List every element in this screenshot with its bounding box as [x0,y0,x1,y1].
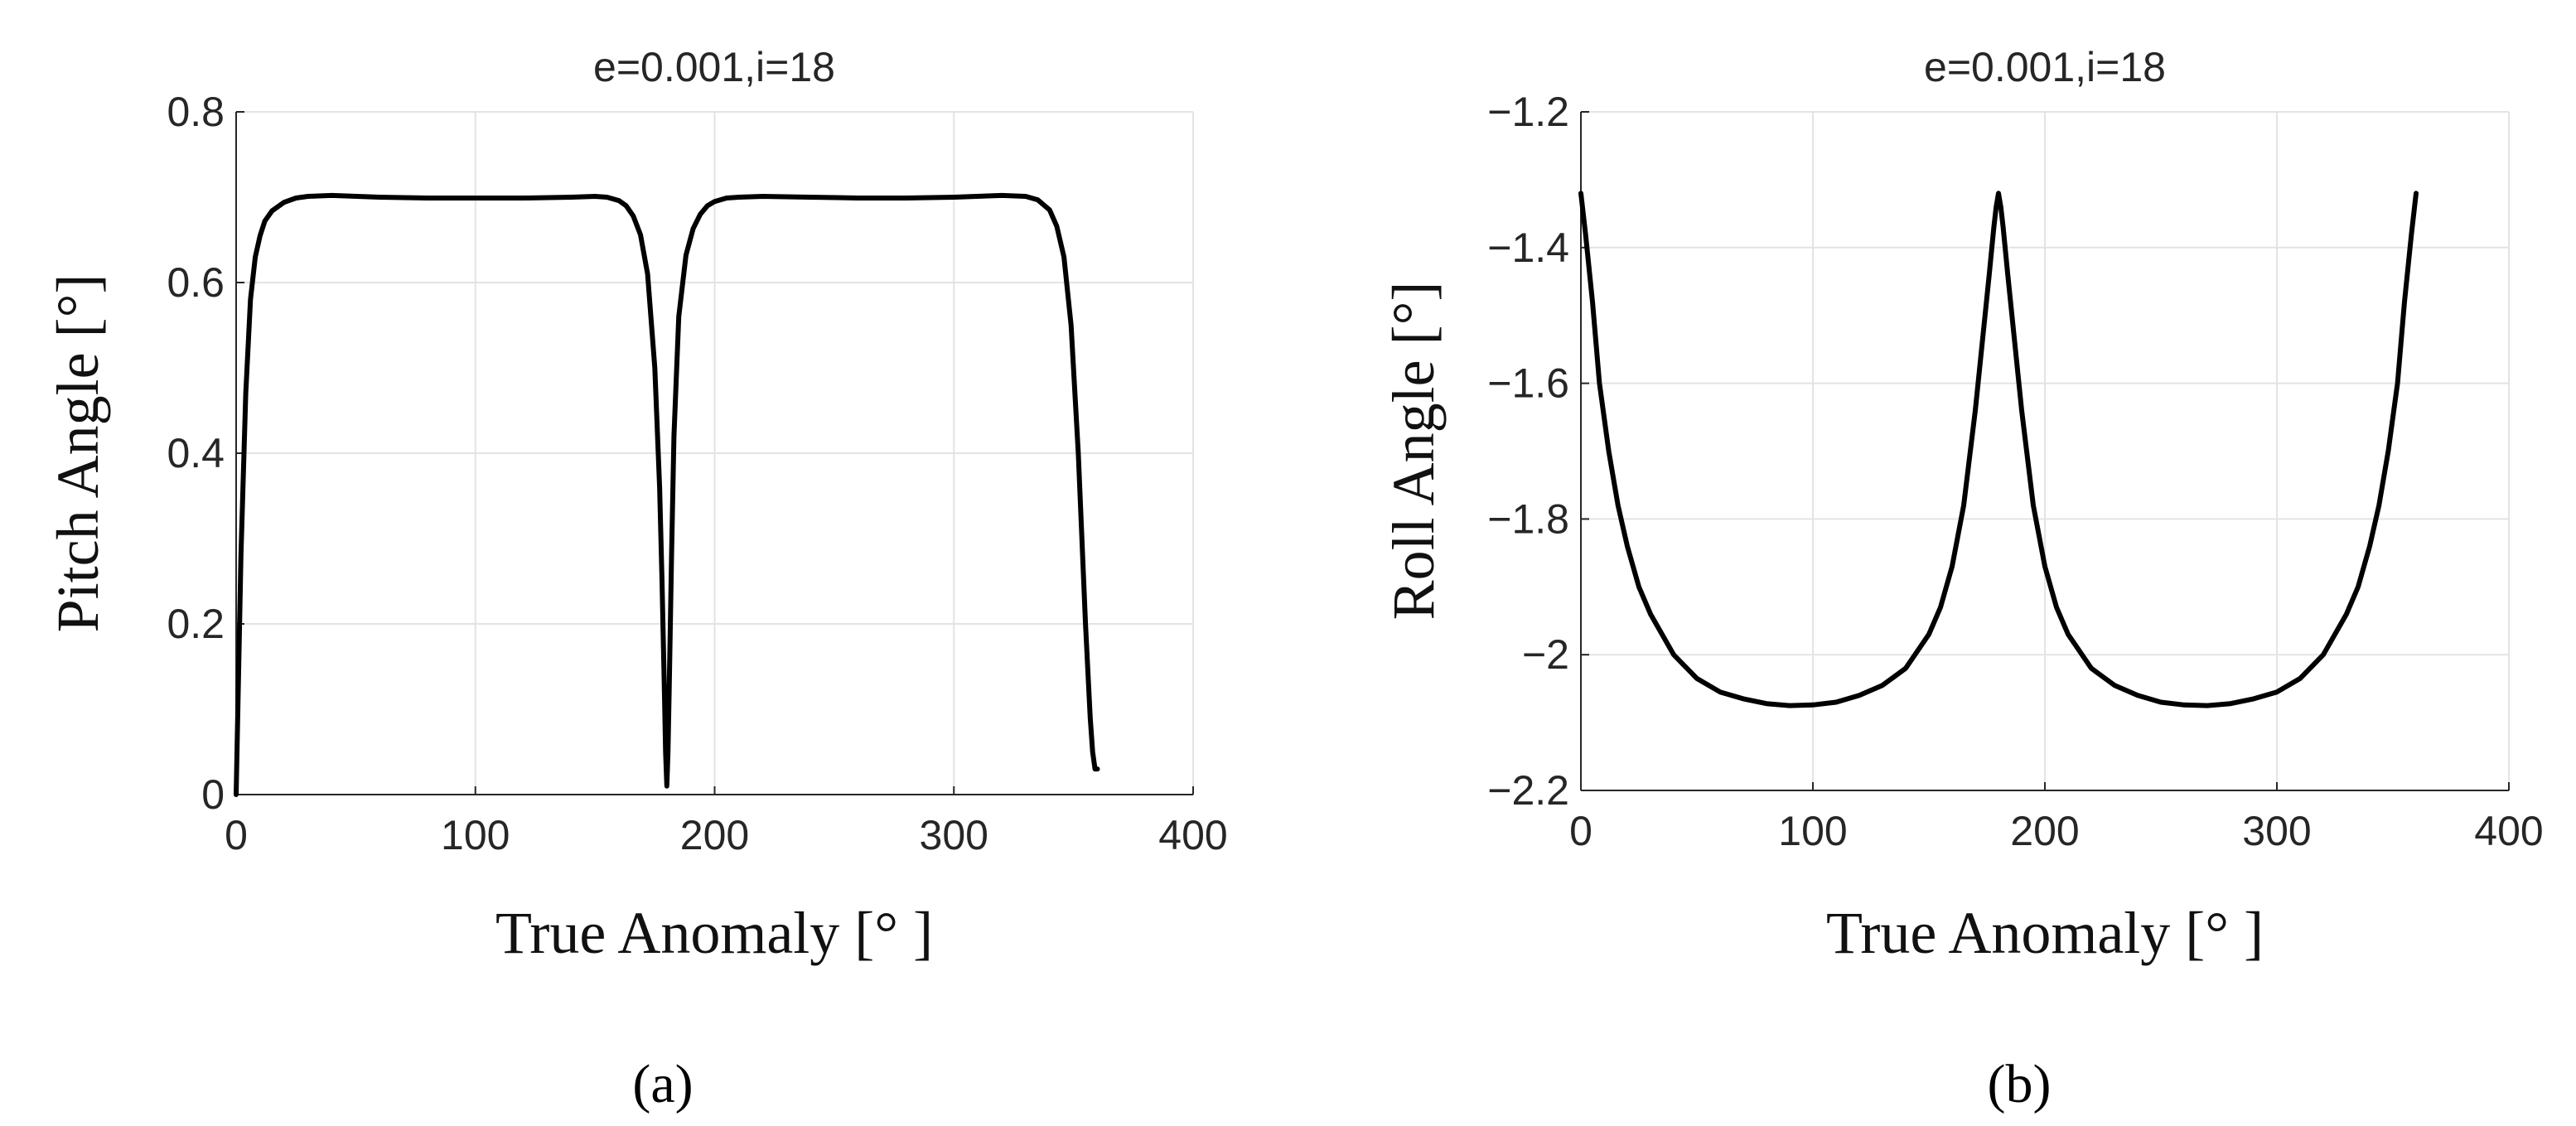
roll-y-axis-label: Roll Angle [°] [1380,282,1447,621]
pitch-x-tick-label: 200 [680,812,749,858]
pitch-x-axis-label: True Anomaly [° ] [495,900,933,966]
pitch-x-ticks: 0 100 200 300 400 [225,786,1228,858]
roll-chart-title: e=0.001,i=18 [1924,44,2166,90]
pitch-y-tick-label: 0.2 [167,601,225,647]
roll-x-tick-label: 200 [2010,808,2079,854]
pitch-angle-panel: 0 100 200 300 400 0 0.2 0.4 0.6 0.8 e=0.001,i=18… [45,44,1228,1114]
pitch-x-tick-label: 100 [441,812,510,858]
roll-y-tick-label: −2.2 [1487,767,1569,814]
pitch-angle-line [234,192,1100,797]
roll-x-tick-label: 0 [1569,808,1592,854]
roll-x-tick-label: 100 [1778,808,1847,854]
roll-x-tick-label: 400 [2474,808,2543,854]
pitch-y-tick-label: 0 [201,771,225,818]
pitch-chart-title: e=0.001,i=18 [593,44,835,90]
pitch-x-tick-label: 300 [920,812,988,858]
pitch-x-tick-label: 0 [225,812,248,858]
roll-y-ticks: −2.2 −2 −1.8 −1.6 −1.4 −1.2 [1487,89,1589,814]
pitch-x-tick-label: 400 [1158,812,1227,858]
pitch-y-tick-label: 0.8 [167,89,225,135]
panel-label-b: (b) [1988,1054,2052,1114]
roll-y-tick-label: −1.8 [1487,495,1569,542]
roll-x-ticks: 0 100 200 300 400 [1569,782,2544,854]
pitch-y-tick-label: 0.6 [167,259,225,306]
roll-angle-line [1578,191,2419,708]
roll-x-axis-label: True Anomaly [° ] [1826,900,2264,966]
pitch-y-ticks: 0 0.2 0.4 0.6 0.8 [167,89,244,818]
pitch-y-axis-label: Pitch Angle [°] [45,274,111,633]
roll-x-tick-label: 300 [2242,808,2311,854]
roll-y-tick-label: −1.2 [1487,89,1569,135]
roll-y-tick-label: −1.4 [1487,225,1569,271]
pitch-y-tick-label: 0.4 [167,430,225,476]
roll-y-tick-label: −2 [1522,631,1569,678]
panel-label-a: (a) [632,1054,693,1114]
roll-y-tick-label: −1.6 [1487,360,1569,407]
roll-angle-panel: 0 100 200 300 400 −2.2 −2 −1.8 −1.6 −1.4 −1.2 e=0… [1380,44,2544,1114]
